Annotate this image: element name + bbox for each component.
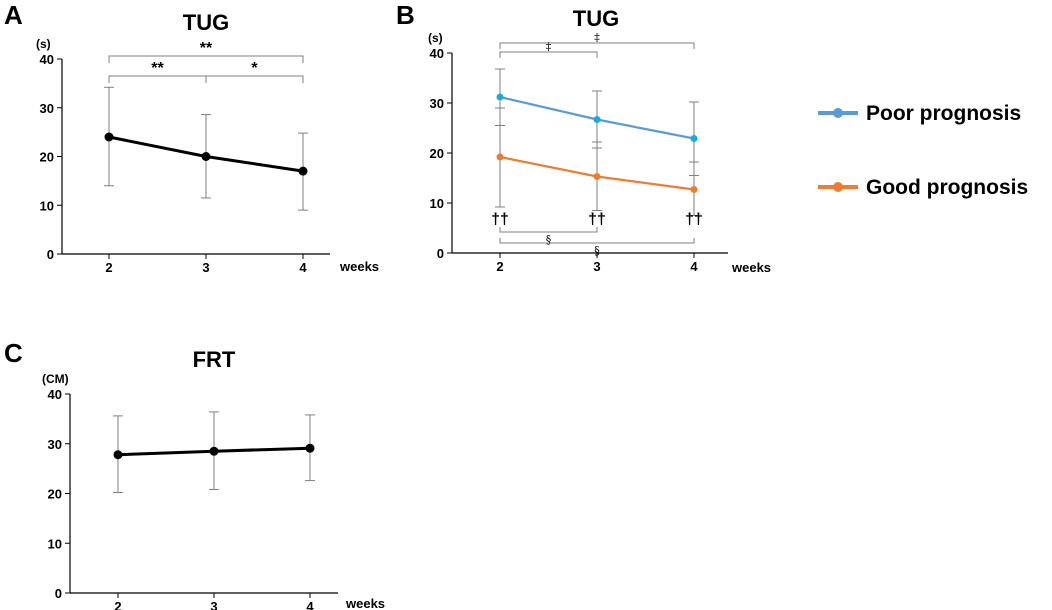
- chart-c-y-tick-label: 10: [48, 536, 62, 551]
- chart-b-sig-label-bottom: §: [594, 244, 600, 257]
- chart-b-title: TUG: [573, 6, 619, 31]
- chart-c-series-0-point: [209, 446, 219, 456]
- chart-b-sig-label-top: ‡: [546, 40, 552, 53]
- chart-b-bracket-top: [499, 51, 598, 58]
- chart-a-y-tick-label: 30: [40, 101, 54, 116]
- panel-letter-c: C: [4, 338, 23, 368]
- chart-b-sig-label-bottom: §: [546, 233, 552, 246]
- chart-b-dagger-mark: ††: [491, 211, 509, 228]
- chart-b-y-tick-label: 0: [437, 246, 444, 261]
- chart-b-bracket-bottom: [499, 227, 598, 233]
- panel-letter-a: A: [4, 0, 23, 30]
- chart-a-y-tick-label: 40: [40, 52, 54, 67]
- chart-b-y-tick-label: 10: [430, 196, 444, 211]
- chart-c-y-tick-label: 30: [48, 437, 62, 452]
- legend-swatch-marker: [833, 108, 843, 118]
- legend-label: Good prognosis: [866, 176, 1028, 199]
- chart-b-x-tick-label: 2: [496, 259, 503, 274]
- chart-b-series-1-point: [593, 173, 601, 180]
- chart-b-bracket-bottom: [499, 238, 695, 244]
- chart-b-y-tick-label: 40: [430, 46, 444, 61]
- chart-a-title: TUG: [183, 10, 229, 35]
- chart-a-bracket-pair: [108, 75, 207, 83]
- chart-b-y-unit: (s): [428, 31, 443, 45]
- chart-a-series-0-point: [201, 152, 211, 161]
- chart-a-y-tick-label: 20: [40, 150, 54, 165]
- chart-a-series-0-point: [298, 166, 308, 176]
- chart-b-series-0-point: [496, 93, 504, 101]
- chart-b-dagger-mark: ††: [685, 211, 703, 228]
- chart-b-y-tick-label: 30: [430, 96, 444, 111]
- chart-b-series-1-point: [496, 153, 504, 161]
- chart-b-bracket-top: [499, 42, 695, 49]
- chart-a-x-tick-label: 3: [202, 260, 209, 275]
- chart-c-x-tick-label: 4: [306, 599, 314, 610]
- chart-b-series-1-point: [690, 186, 698, 193]
- chart-b-x-tick-label: 3: [593, 259, 600, 274]
- panel-letter-b: B: [396, 0, 415, 30]
- chart-b-legend: Poor prognosis Good prognosis: [818, 102, 1028, 199]
- legend-swatch-marker: [833, 182, 843, 192]
- chart-c-title: FRT: [193, 347, 236, 372]
- chart-a-sig-label-pair: *: [251, 60, 258, 77]
- chart-b-x-tick-label: 4: [690, 259, 698, 274]
- chart-a-bracket-pair: [108, 55, 304, 63]
- chart-a-x-axis-label: weeks: [339, 259, 379, 274]
- chart-c-x-tick-label: 2: [114, 599, 121, 610]
- chart-c-series-0-point: [305, 443, 315, 453]
- chart-b-y-tick-label: 20: [430, 146, 444, 161]
- chart-c-frt: FRT (CM) 0 10 20 30 40 2 3 4 weeks: [42, 347, 385, 610]
- chart-a-y-unit: (s): [36, 37, 51, 51]
- chart-c-y-tick-label: 40: [48, 387, 62, 402]
- chart-a-sig-label-pair: **: [200, 40, 213, 57]
- chart-a-bracket-pair: [205, 75, 304, 83]
- chart-c-y-tick-label: 20: [48, 487, 62, 502]
- chart-b-series-0-point: [593, 116, 601, 123]
- chart-c-series-0-point: [113, 450, 123, 460]
- chart-b-series-0-point: [690, 135, 698, 142]
- chart-a-y-tick-label: 0: [47, 247, 54, 262]
- chart-a-y-tick-label: 10: [40, 198, 54, 213]
- chart-c-y-unit: (CM): [42, 372, 69, 386]
- chart-a-series-0-point: [104, 132, 114, 142]
- chart-b-x-axis-label: weeks: [731, 260, 771, 275]
- chart-c-x-axis-label: weeks: [345, 596, 385, 610]
- chart-c-y-tick-label: 0: [55, 586, 62, 601]
- chart-a-x-tick-label: 2: [105, 260, 112, 275]
- legend-label: Poor prognosis: [866, 102, 1021, 125]
- chart-c-x-tick-label: 3: [210, 599, 217, 610]
- chart-b-sig-label-top: ‡: [594, 31, 600, 44]
- chart-a-x-tick-label: 4: [299, 260, 307, 275]
- chart-b-dagger-mark: ††: [588, 211, 606, 228]
- chart-b-tug-prognosis: TUG (s) 0 10 20 30 40 2 3 4 weeks ‡ ‡ § § †† †† ††: [428, 6, 771, 275]
- chart-a-sig-label-pair: **: [151, 60, 164, 77]
